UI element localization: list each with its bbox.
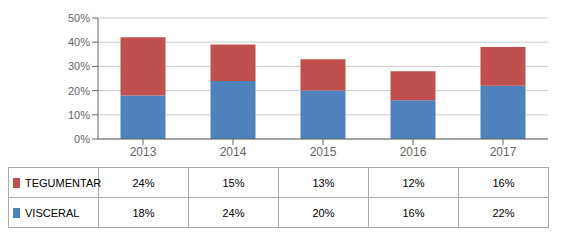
svg-text:20%: 20% <box>68 85 90 97</box>
html-text:24%: 24% <box>132 176 155 189</box>
html-text:16%: 16% <box>402 206 425 219</box>
svg-text:10%: 10% <box>68 109 90 121</box>
svg-text:30%: 30% <box>68 60 90 72</box>
html-text:22%: 22% <box>492 206 515 219</box>
html-text:15%: 15% <box>222 176 245 189</box>
svg-text:50%: 50% <box>68 12 90 24</box>
svg-text:2015: 2015 <box>310 145 337 159</box>
svg-text:0%: 0% <box>74 133 90 145</box>
svg-text:2016: 2016 <box>400 145 427 159</box>
svg-text:2014: 2014 <box>220 145 247 159</box>
html-text:18%: 18% <box>132 206 155 219</box>
html-text:24%: 24% <box>222 206 245 219</box>
html-text:12%: 12% <box>402 176 425 189</box>
html-text:16%: 16% <box>492 176 515 189</box>
svg-text:2013: 2013 <box>130 145 157 159</box>
html-text:TEGUMENTAR: TEGUMENTAR <box>25 177 102 189</box>
html-text:20%: 20% <box>312 206 335 219</box>
html-text:13%: 13% <box>312 176 335 189</box>
svg-text:40%: 40% <box>68 36 90 48</box>
svg-text:2017: 2017 <box>490 145 517 159</box>
html-text:VISCERAL: VISCERAL <box>25 207 80 219</box>
